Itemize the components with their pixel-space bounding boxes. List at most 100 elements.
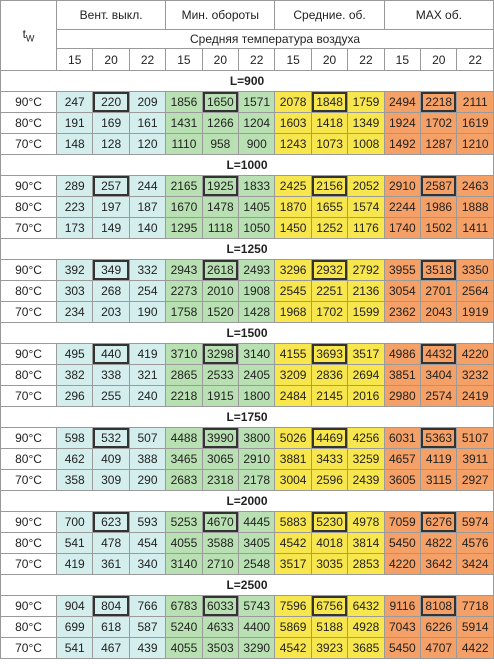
value-cell: 5883 [274,511,312,533]
value-cell: 5240 [165,616,203,638]
value-cell: 4542 [274,637,312,659]
value-cell: 4055 [165,532,203,554]
value-cell: 1919 [456,301,494,323]
data-row: 90°C 700 623 593 5253 4670 4445 5883 5230 4978 705… [0,511,494,533]
value-cell: 4119 [420,448,458,470]
row-label: 70°C [0,469,57,491]
value-cell: 3851 [383,364,422,386]
value-cell: 4978 [347,511,385,533]
value-cell: 120 [128,133,167,155]
value-cell: 419 [128,343,167,365]
value-cell: 587 [128,616,167,638]
value-cell: 1266 [201,112,240,134]
section-title: L=900 [0,70,494,92]
value-cell: 5914 [456,616,494,638]
temperature-header: 20 [201,48,240,71]
value-cell: 3115 [420,469,458,491]
value-cell: 4018 [310,532,349,554]
value-cell: 2493 [238,259,276,281]
value-cell: 3642 [420,553,458,575]
value-cell: 2145 [310,385,349,407]
value-cell: 349 [92,259,130,281]
value-cell: 2910 [383,175,422,197]
value-cell: 958 [201,133,240,155]
value-cell: 1925 [201,175,240,197]
value-cell: 240 [128,385,167,407]
value-cell: 4928 [347,616,385,638]
value-cell: 1856 [165,91,203,113]
value-cell: 2111 [456,91,494,113]
value-cell: 321 [128,364,167,386]
value-cell: 187 [128,196,167,218]
section-title: L=1000 [0,154,494,176]
value-cell: 409 [92,448,130,470]
value-cell: 593 [128,511,167,533]
value-cell: 6756 [310,595,349,617]
value-cell: 1418 [310,112,349,134]
temperature-header: 22 [347,48,385,71]
value-cell: 623 [92,511,130,533]
value-cell: 2178 [238,469,276,491]
value-cell: 254 [128,280,167,302]
value-cell: 255 [92,385,130,407]
value-cell: 4469 [310,427,349,449]
value-cell: 804 [92,595,130,617]
value-cell: 454 [128,532,167,554]
value-cell: 3140 [165,553,203,575]
data-row: 90°C 247 220 209 1856 1650 1571 2078 1848 1759 249… [0,91,494,113]
tw-symbol: t [22,27,26,42]
value-cell: 4986 [383,343,422,365]
value-cell: 3605 [383,469,422,491]
value-cell: 234 [55,301,94,323]
value-cell: 332 [128,259,167,281]
section-title: L=1750 [0,406,494,428]
group-header: Средние. об. [274,0,385,30]
value-cell: 2932 [310,259,349,281]
value-cell: 191 [55,112,94,134]
value-cell: 1924 [383,112,422,134]
value-cell: 1915 [201,385,240,407]
value-cell: 2405 [238,364,276,386]
value-cell: 1450 [274,217,312,239]
value-cell: 3433 [310,448,349,470]
value-cell: 2362 [383,301,422,323]
value-cell: 128 [92,133,130,155]
value-cell: 2545 [274,280,312,302]
value-cell: 2244 [383,196,422,218]
value-cell: 1599 [347,301,385,323]
value-cell: 4822 [420,532,458,554]
value-cell: 1428 [238,301,276,323]
value-cell: 4488 [165,427,203,449]
value-cell: 8108 [420,595,458,617]
header-row: 15 20 22 15 20 22 15 20 22 15 20 22 [1,48,494,71]
row-label: 80°C [0,532,57,554]
value-cell: 3518 [420,259,458,281]
value-cell: 5450 [383,637,422,659]
value-cell: 700 [55,511,94,533]
value-cell: 2494 [383,91,422,113]
value-cell: 2463 [456,175,494,197]
value-cell: 220 [92,91,130,113]
value-cell: 7059 [383,511,422,533]
value-cell: 303 [55,280,94,302]
value-cell: 900 [238,133,276,155]
data-row: 80°C 382 338 321 2865 2533 2405 3209 2836 2694 385… [0,364,494,386]
value-cell: 6226 [420,616,458,638]
value-cell: 2218 [165,385,203,407]
value-cell: 1405 [238,196,276,218]
value-cell: 1702 [310,301,349,323]
section-title: L=1250 [0,238,494,260]
value-cell: 1520 [201,301,240,323]
value-cell: 3424 [456,553,494,575]
value-cell: 149 [92,217,130,239]
temperature-header: 22 [128,48,167,71]
value-cell: 495 [55,343,94,365]
value-cell: 2043 [420,301,458,323]
value-cell: 1870 [274,196,312,218]
value-cell: 1349 [347,112,385,134]
value-cell: 2792 [347,259,385,281]
value-cell: 1204 [238,112,276,134]
data-row: 80°C 191 169 161 1431 1266 1204 1603 1418 1349 192… [0,112,494,134]
value-cell: 1492 [383,133,422,155]
